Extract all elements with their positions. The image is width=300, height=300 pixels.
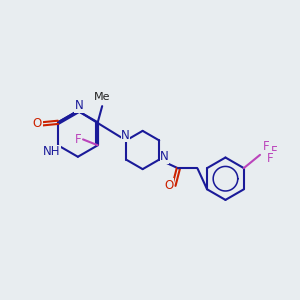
Text: N: N <box>75 99 84 112</box>
Text: F: F <box>267 152 274 165</box>
Text: N: N <box>121 129 130 142</box>
Text: O: O <box>33 117 42 130</box>
Text: NH: NH <box>43 145 60 158</box>
Text: N: N <box>160 150 169 163</box>
Text: Me: Me <box>94 92 110 102</box>
Text: F: F <box>271 145 278 158</box>
Text: F: F <box>263 140 270 153</box>
Text: O: O <box>164 179 173 192</box>
Text: F: F <box>74 133 81 146</box>
